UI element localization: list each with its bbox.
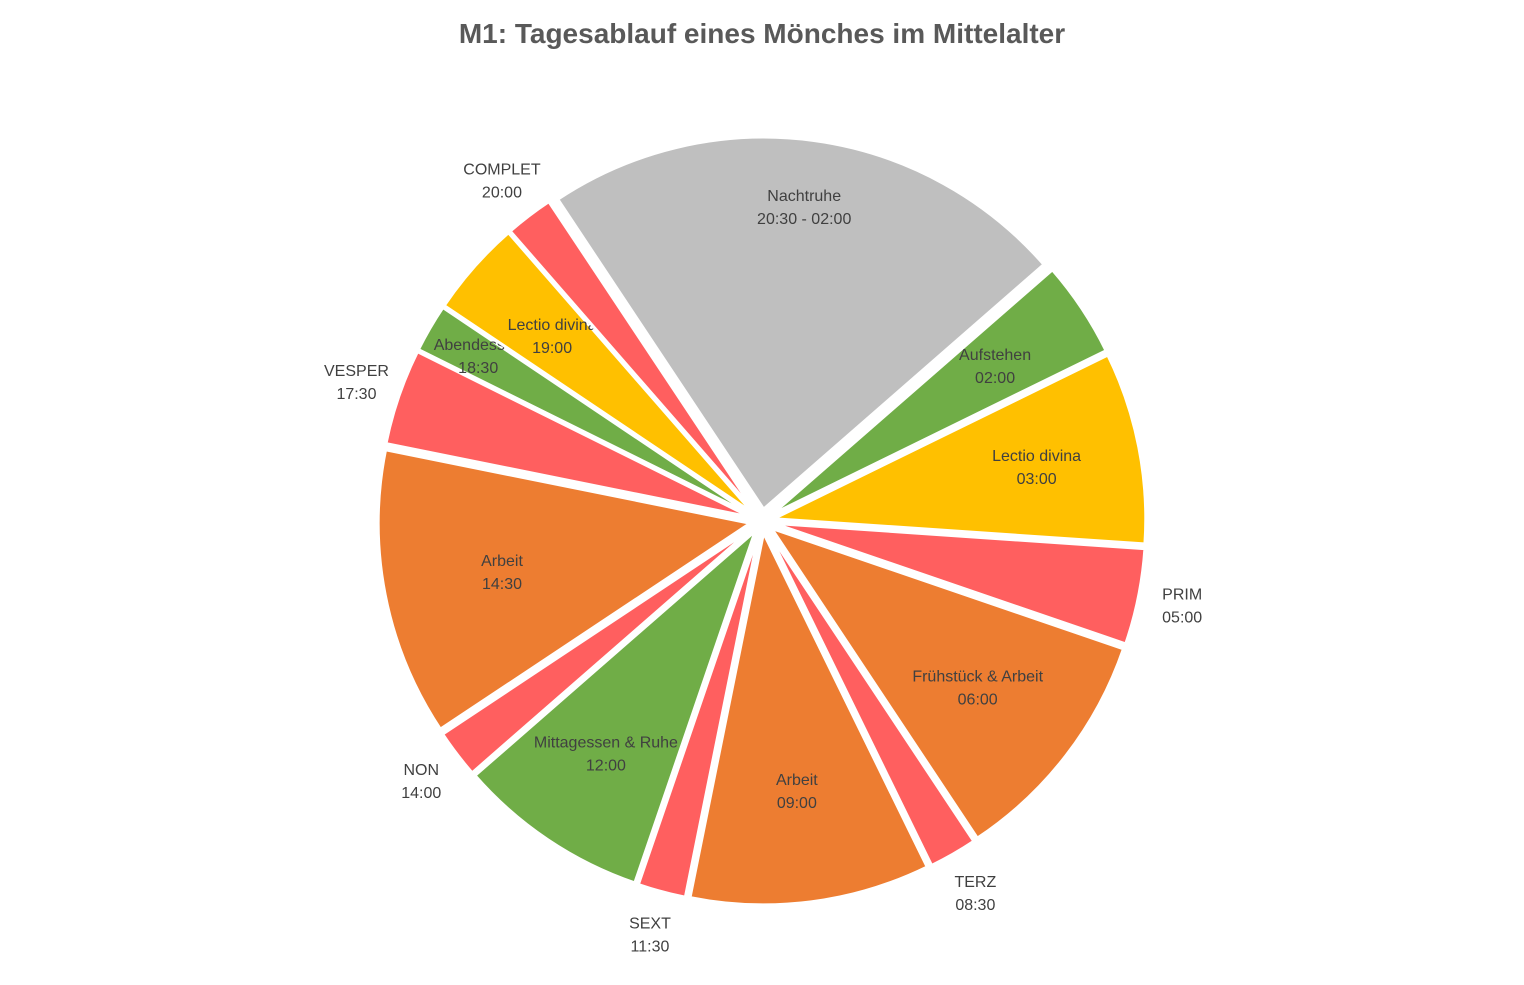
slice-label-time: 12:00 — [586, 757, 626, 774]
pie-slice — [555, 135, 1047, 512]
slice-label-time: 19:00 — [532, 340, 572, 357]
slice-label: Arbeit 14:30 — [481, 553, 523, 593]
slice-label: Frühstück & Arbeit 06:00 — [912, 668, 1043, 708]
slice-label-time: 11:30 — [631, 939, 670, 956]
slice-label-time: 08:30 — [955, 897, 995, 914]
slice-label-name: Arbeit — [481, 553, 523, 570]
slice-label-time: 14:00 — [401, 785, 441, 802]
slice-label-name: NON — [403, 762, 439, 779]
pie-slice — [771, 267, 1109, 516]
slice-label-name: SEXT — [629, 916, 671, 933]
pie-slice — [636, 532, 761, 900]
slice-label-time: 20:00 — [482, 184, 522, 201]
slice-label-name: Mittagessen & Ruhe — [534, 734, 678, 751]
slice-label: Lectio divina 03:00 — [992, 448, 1081, 488]
slice-label-time: 02:00 — [975, 370, 1015, 387]
slice-label-time: 06:00 — [958, 691, 998, 708]
slice-label-time: 05:00 — [1162, 610, 1202, 627]
slice-label-name: COMPLET — [463, 161, 541, 178]
slice-label: PRIM 05:00 — [1162, 587, 1202, 627]
slice-label-time: 20:30 - 02:00 — [757, 211, 851, 228]
slice-label: Aufstehen 02:00 — [959, 347, 1031, 387]
slice-label-name: VESPER — [324, 363, 389, 380]
slice-label: Arbeit 09:00 — [776, 772, 818, 812]
slice-label-name: PRIM — [1162, 587, 1202, 604]
pie-slice — [384, 349, 752, 519]
slice-label-name: TERZ — [954, 874, 996, 891]
pie-slice — [440, 527, 754, 775]
pie-slice — [773, 521, 1147, 646]
slice-label: Nachtruhe 20:30 - 02:00 — [757, 188, 851, 228]
slice-label: TERZ 08:30 — [954, 874, 996, 914]
slice-label-time: 03:00 — [1017, 471, 1057, 488]
slice-label-name: Arbeit — [776, 772, 818, 789]
pie-slice — [416, 305, 753, 517]
slice-label-name: Lectio divina — [508, 317, 597, 334]
slice-label: VESPER 17:30 — [324, 363, 389, 403]
pie-slice — [766, 530, 976, 868]
pie-slice — [768, 353, 1148, 546]
slice-label: Lectio divina 19:00 — [508, 317, 597, 357]
pie-slice — [442, 230, 755, 515]
slice-label-name: Nachtruhe — [767, 188, 841, 205]
slice-label: SEXT 11:30 — [629, 916, 671, 956]
chart-title: M1: Tagesablauf eines Mönches im Mittela… — [458, 18, 1066, 49]
slice-label: NON 14:00 — [401, 762, 441, 802]
slice-label-name: Frühstück & Arbeit — [912, 668, 1043, 685]
pie-slice — [767, 525, 1126, 841]
pie-slice — [472, 526, 759, 885]
slice-label: Mittagessen & Ruhe 12:00 — [534, 734, 678, 774]
slice-label-name: Lectio divina — [992, 448, 1081, 465]
slice-label-time: 17:30 — [336, 386, 376, 403]
pie-slice — [688, 528, 930, 907]
slice-label-time: 09:00 — [777, 795, 817, 812]
pie-slice — [376, 448, 755, 732]
slice-label-time: 18:30 — [458, 360, 498, 377]
slice-label: COMPLET 20:00 — [463, 161, 541, 201]
slice-label-name: Aufstehen — [959, 347, 1031, 364]
pie-slice — [508, 199, 756, 513]
slice-label-time: 14:30 — [482, 576, 522, 593]
